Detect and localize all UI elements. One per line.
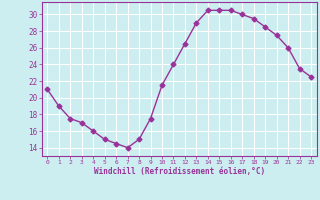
X-axis label: Windchill (Refroidissement éolien,°C): Windchill (Refroidissement éolien,°C) <box>94 167 265 176</box>
